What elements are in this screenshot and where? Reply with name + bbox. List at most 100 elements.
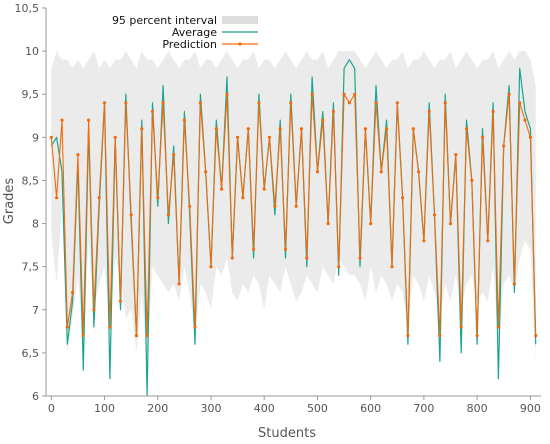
series-line-prediction — [50, 93, 537, 337]
prediction-point — [87, 118, 91, 122]
prediction-point — [331, 109, 335, 114]
prediction-point — [81, 334, 85, 338]
prediction-point — [512, 282, 517, 286]
prediction-point — [177, 282, 181, 286]
prediction-point — [363, 127, 367, 131]
prediction-point — [102, 101, 107, 105]
prediction-point — [358, 256, 362, 260]
prediction-point — [214, 127, 218, 131]
prediction-point — [353, 92, 357, 96]
x-tick-label: 200 — [147, 402, 168, 415]
prediction-point — [230, 256, 234, 260]
prediction-point — [523, 118, 527, 122]
y-tick-label: 7,5 — [22, 261, 40, 274]
prediction-point — [246, 127, 250, 131]
prediction-point — [278, 127, 282, 131]
prediction-point — [150, 109, 155, 114]
prediction-point — [209, 265, 213, 269]
prediction-point — [236, 135, 240, 139]
prediction-point — [273, 204, 277, 208]
prediction-point — [401, 196, 405, 200]
y-tick-label: 6,5 — [22, 347, 40, 360]
prediction-point — [448, 222, 453, 226]
x-tick-label: 900 — [520, 402, 541, 415]
prediction-point — [369, 222, 373, 226]
prediction-point — [374, 101, 378, 105]
y-tick-label: 9 — [32, 131, 39, 144]
prediction-point — [390, 265, 394, 269]
prediction-point — [379, 170, 383, 174]
prediction-point — [252, 247, 256, 251]
prediction-point — [294, 204, 298, 208]
prediction-point — [454, 153, 458, 157]
prediction-point — [534, 334, 538, 338]
prediction-point — [411, 127, 415, 131]
prediction-point — [321, 118, 325, 122]
prediction-point — [432, 213, 437, 217]
prediction-point — [60, 118, 64, 122]
prediction-point — [475, 334, 479, 338]
legend-swatch — [222, 16, 258, 24]
prediction-point — [55, 196, 59, 200]
x-tick-label: 800 — [467, 402, 488, 415]
x-tick-label: 700 — [413, 402, 434, 415]
prediction-point — [528, 135, 533, 139]
prediction-point — [262, 187, 266, 191]
x-tick-label: 600 — [360, 402, 381, 415]
prediction-point — [65, 325, 69, 329]
legend-label: 95 percent interval — [112, 14, 217, 27]
prediction-point — [417, 170, 421, 174]
prediction-point — [496, 325, 500, 329]
prediction-point — [427, 109, 431, 114]
x-tick-label: 300 — [201, 402, 222, 415]
x-axis-title: Students — [258, 426, 316, 440]
confidence-band — [51, 51, 536, 362]
prediction-point — [172, 153, 176, 157]
y-tick-label: 8 — [32, 218, 39, 231]
prediction-point — [283, 247, 288, 251]
y-tick-label: 10 — [25, 45, 39, 58]
prediction-point — [220, 187, 224, 191]
y-tick-label: 7 — [32, 304, 39, 317]
prediction-point — [438, 334, 442, 338]
prediction-point — [204, 170, 208, 174]
y-tick-label: 10,5 — [15, 2, 40, 15]
prediction-point — [241, 196, 245, 200]
prediction-point — [161, 101, 165, 105]
prediction-point — [395, 101, 399, 105]
prediction-point — [406, 334, 410, 338]
y-axis-title: Grades — [2, 178, 17, 225]
prediction-point — [480, 135, 485, 139]
prediction-point — [145, 334, 149, 338]
prediction-point — [257, 101, 261, 105]
prediction-point — [267, 135, 272, 139]
prediction-point — [459, 325, 463, 329]
prediction-point — [129, 213, 133, 217]
prediction-point — [188, 204, 192, 208]
y-tick-label: 9,5 — [22, 88, 40, 101]
prediction-point — [71, 290, 75, 295]
prediction-point — [193, 325, 197, 329]
prediction-point — [299, 127, 304, 131]
prediction-point — [108, 325, 112, 329]
prediction-point — [486, 239, 490, 243]
prediction-point — [326, 222, 330, 226]
prediction-point — [182, 118, 186, 122]
prediction-point — [76, 153, 80, 157]
prediction-point — [156, 196, 160, 200]
legend-label: Prediction — [162, 38, 217, 51]
x-tick-label: 100 — [94, 402, 115, 415]
y-tick-label: 8,5 — [22, 174, 40, 187]
prediction-point — [140, 127, 144, 131]
legend-marker — [238, 42, 242, 46]
prediction-point — [385, 127, 389, 131]
prediction-point — [443, 101, 447, 105]
prediction-point — [464, 127, 469, 131]
x-tick-label: 0 — [48, 402, 55, 415]
prediction-point — [310, 92, 314, 96]
prediction-point — [124, 101, 128, 105]
prediction-point — [305, 256, 309, 260]
